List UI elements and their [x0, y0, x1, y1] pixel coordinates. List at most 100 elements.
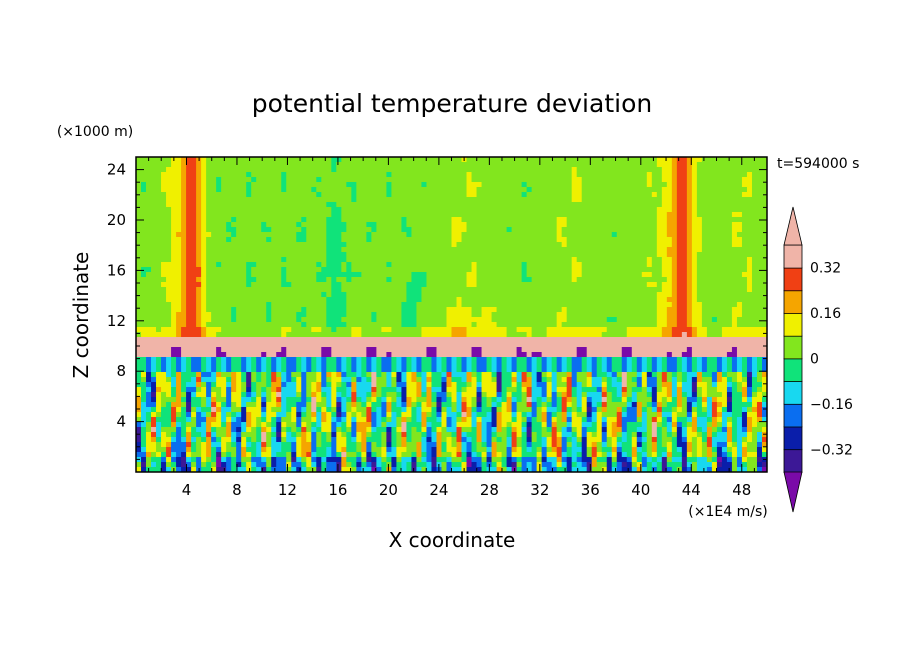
- heatmap-cell: [521, 272, 528, 278]
- heatmap-cell: [151, 407, 157, 413]
- heatmap-cell: [196, 232, 202, 238]
- heatmap-cell: [376, 367, 382, 373]
- heatmap-cell: [691, 182, 698, 188]
- heatmap-cell: [461, 457, 468, 463]
- heatmap-cell: [351, 382, 357, 388]
- heatmap-cell: [441, 387, 448, 393]
- heatmap-cell: [621, 362, 628, 368]
- heatmap-cell: [261, 397, 267, 403]
- heatmap-cell: [686, 172, 693, 178]
- heatmap-cell: [626, 457, 633, 463]
- heatmap-cell: [466, 437, 473, 443]
- heatmap-cell: [306, 402, 312, 408]
- heatmap-cell: [256, 377, 262, 383]
- heatmap-cell: [486, 367, 493, 373]
- heatmap-cell: [326, 262, 342, 268]
- heatmap-cell: [671, 437, 678, 443]
- heatmap-cell: [761, 377, 767, 383]
- heatmap-cell: [356, 362, 362, 368]
- heatmap-cell: [566, 407, 573, 413]
- heatmap-cell: [656, 252, 668, 258]
- heatmap-cell: [736, 432, 748, 438]
- heatmap-cell: [166, 462, 172, 468]
- heatmap-cell: [196, 257, 202, 263]
- heatmap-cell: [226, 417, 232, 423]
- heatmap-cell: [186, 282, 202, 288]
- heatmap-cell: [721, 332, 767, 338]
- heatmap-cell: [351, 422, 357, 428]
- heatmap-cell: [196, 392, 207, 398]
- heatmap-cell: [301, 447, 312, 453]
- heatmap-cell: [666, 462, 683, 468]
- heatmap-cell: [606, 362, 613, 368]
- heatmap-cell: [466, 192, 478, 198]
- heatmap-cell: [586, 372, 593, 378]
- heatmap-cell: [206, 207, 332, 213]
- heatmap-cell: [676, 247, 688, 253]
- heatmap-cell: [181, 302, 187, 308]
- heatmap-cell: [376, 467, 382, 472]
- heatmap-cell: [746, 432, 753, 438]
- heatmap-cell: [221, 367, 227, 373]
- heatmap-cell: [321, 442, 332, 448]
- heatmap-cell: [196, 297, 202, 303]
- heatmap-cell: [351, 432, 357, 438]
- heatmap-cell: [376, 452, 382, 458]
- heatmap-cell: [696, 282, 748, 288]
- heatmap-cell: [501, 407, 508, 413]
- heatmap-cell: [656, 317, 668, 323]
- heatmap-cell: [436, 452, 443, 458]
- heatmap-cell: [181, 172, 187, 178]
- heatmap-cell: [476, 362, 488, 368]
- heatmap-cell: [181, 287, 187, 293]
- heatmap-cell: [581, 267, 663, 273]
- heatmap-cell: [201, 222, 207, 228]
- heatmap-cell: [646, 417, 653, 423]
- heatmap-cell: [161, 282, 182, 288]
- heatmap-cell: [286, 382, 297, 388]
- heatmap-cell: [661, 422, 668, 428]
- heatmap-cell: [376, 427, 387, 433]
- heatmap-cell: [186, 252, 197, 258]
- heatmap-cell: [546, 362, 553, 368]
- heatmap-cell: [451, 222, 468, 228]
- heatmap-cell: [731, 212, 743, 218]
- heatmap-cell: [186, 187, 197, 193]
- heatmap-cell: [676, 237, 688, 243]
- heatmap-cell: [611, 232, 618, 238]
- heatmap-cell: [651, 417, 658, 423]
- heatmap-cell: [641, 272, 653, 278]
- heatmap-cell: [231, 222, 262, 228]
- heatmap-cell: [156, 377, 167, 383]
- heatmap-cell: [321, 292, 327, 298]
- heatmap-cell: [206, 327, 222, 333]
- heatmap-cell: [666, 467, 673, 472]
- heatmap-cell: [696, 387, 703, 393]
- heatmap-cell: [301, 432, 307, 438]
- heatmap-cell: [556, 317, 568, 323]
- heatmap-cell: [186, 267, 202, 273]
- heatmap-cell: [521, 467, 528, 472]
- heatmap-cell: [616, 452, 623, 458]
- heatmap-cell: [331, 452, 337, 458]
- heatmap-cell: [371, 407, 377, 413]
- heatmap-cell: [676, 402, 683, 408]
- heatmap-cell: [436, 417, 443, 423]
- heatmap-cell: [651, 372, 658, 378]
- heatmap-cell: [321, 367, 327, 373]
- heatmap-cell: [346, 437, 352, 443]
- heatmap-cell: [426, 437, 433, 443]
- heatmap-cell: [161, 402, 167, 408]
- heatmap-cell: [386, 392, 398, 398]
- heatmap-cell: [356, 182, 387, 188]
- heatmap-cell: [691, 447, 698, 453]
- heatmap-cell: [746, 282, 753, 288]
- heatmap-cell: [736, 362, 743, 368]
- heatmap-cell: [166, 402, 172, 408]
- heatmap-cell: [431, 422, 443, 428]
- heatmap-cell: [556, 392, 563, 398]
- heatmap-cell: [446, 427, 458, 433]
- heatmap-cell: [501, 452, 508, 458]
- heatmap-cell: [746, 382, 753, 388]
- colorbar-band: [783, 335, 803, 360]
